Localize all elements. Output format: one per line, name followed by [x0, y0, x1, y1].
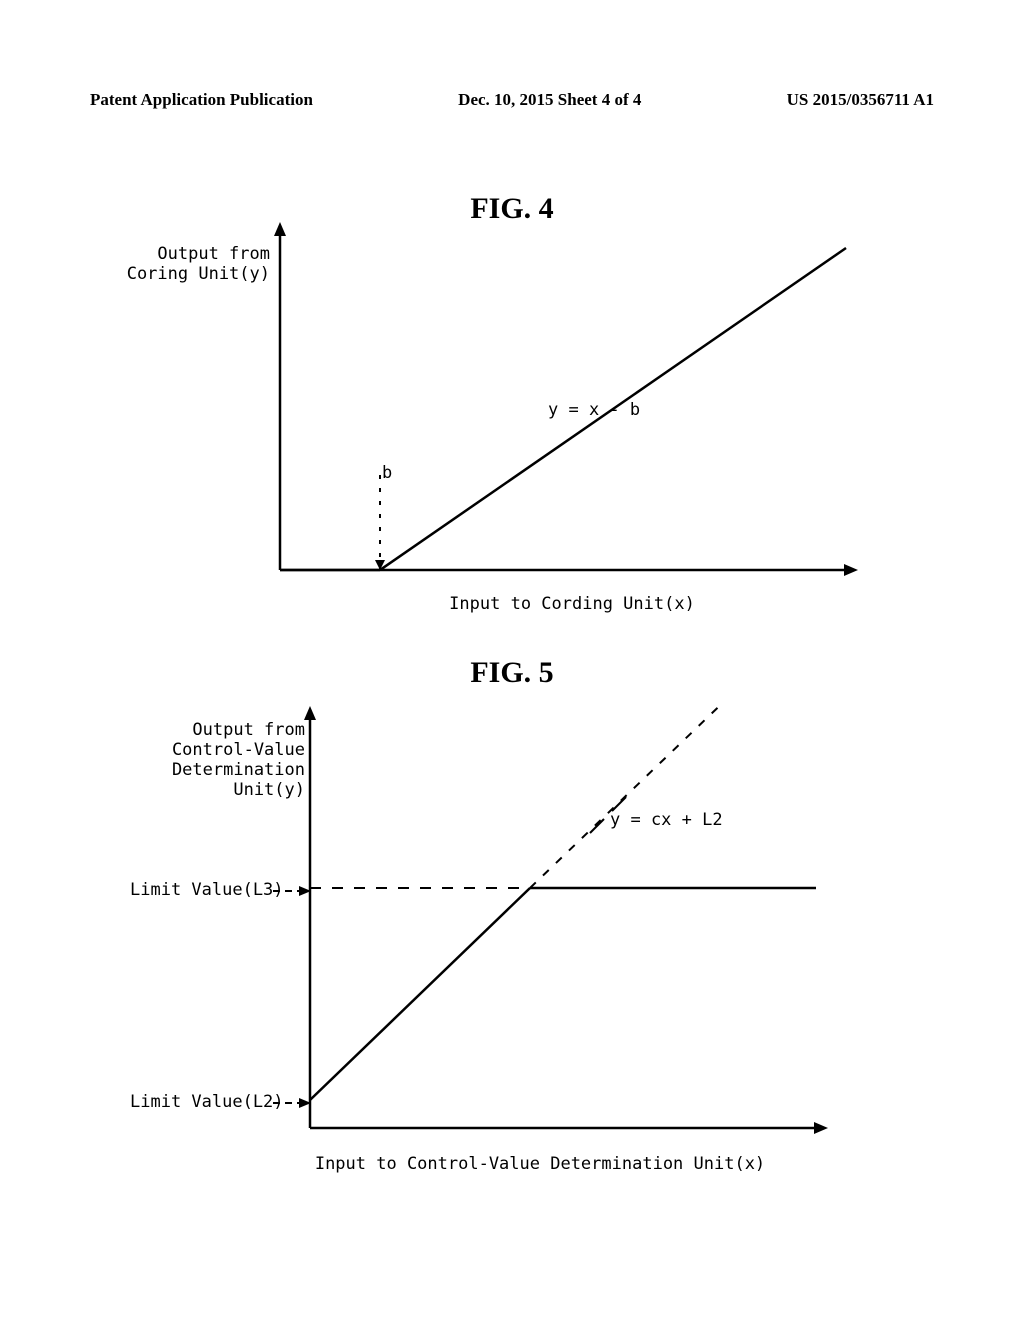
fig5-l3-label: Limit Value(L3): [130, 880, 284, 900]
header-left: Patent Application Publication: [90, 90, 313, 110]
fig5-y-label: Output from Control-Value Determination …: [115, 720, 305, 800]
fig5-rising-solid: [310, 888, 530, 1100]
fig5-dashed-extension: [530, 706, 735, 888]
fig4-y-arrow: [274, 222, 286, 236]
fig5-chart: [310, 718, 830, 1128]
page-header: Patent Application Publication Dec. 10, …: [0, 90, 1024, 110]
fig5-l3-text: Limit Value(L3): [130, 880, 284, 900]
fig5-l2-label: Limit Value(L2): [130, 1092, 284, 1112]
fig5-tick1: [590, 819, 604, 833]
fig5-svg: [300, 706, 860, 1146]
fig5-y-arrow: [304, 706, 316, 720]
fig5-x-arrow: [814, 1122, 828, 1134]
header-row: Patent Application Publication Dec. 10, …: [90, 90, 934, 110]
fig4-b-label: b: [382, 463, 392, 483]
fig5-x-label: Input to Control-Value Determination Uni…: [260, 1154, 820, 1174]
fig4-title: FIG. 4: [0, 192, 1024, 226]
header-center: Dec. 10, 2015 Sheet 4 of 4: [458, 90, 641, 110]
fig5-l2-text: Limit Value(L2): [130, 1092, 284, 1112]
fig5-equation: y = cx + L2: [610, 810, 723, 830]
fig4-equation: y = x - b: [548, 400, 640, 420]
fig4-x-label: Input to Cording Unit(x): [372, 594, 772, 614]
fig4-y-label: Output from Coring Unit(y): [80, 244, 270, 284]
header-right: US 2015/0356711 A1: [787, 90, 934, 110]
fig5-title: FIG. 5: [0, 656, 1024, 690]
fig5-tick2: [612, 797, 626, 811]
fig5-l3-arrow-icon: [273, 884, 313, 898]
fig5-l2-arrow-icon: [273, 1096, 313, 1110]
fig4-x-arrow: [844, 564, 858, 576]
